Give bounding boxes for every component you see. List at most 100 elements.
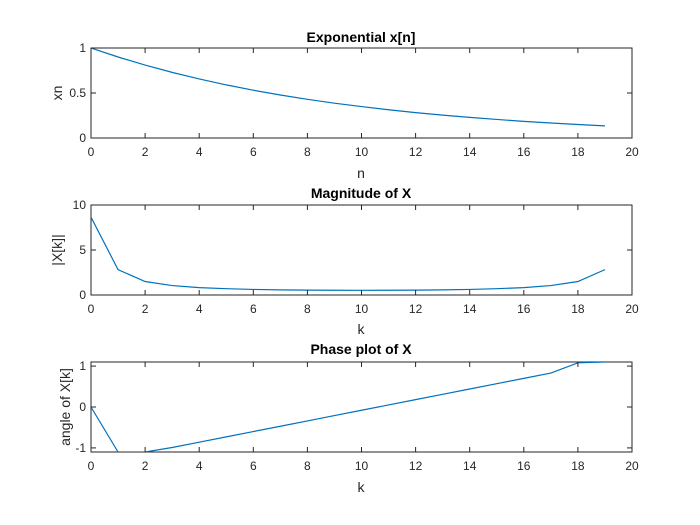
y-tick-label: 5 — [79, 243, 86, 257]
data-point — [469, 388, 470, 389]
x-tick-label: 8 — [304, 302, 311, 316]
y-axis-label: |X[k]| — [49, 234, 65, 265]
y-tick-label: 0.5 — [69, 86, 86, 100]
data-point — [550, 372, 551, 373]
x-tick-label: 16 — [517, 145, 531, 159]
x-tick-label: 20 — [625, 459, 639, 473]
x-tick-label: 10 — [355, 459, 369, 473]
x-tick-label: 18 — [571, 302, 585, 316]
x-tick-label: 0 — [88, 302, 95, 316]
x-axis-label: k — [358, 321, 366, 337]
y-axis-label: angle of X[k] — [57, 368, 73, 446]
x-tick-label: 2 — [142, 145, 149, 159]
data-point — [226, 84, 227, 85]
x-tick-label: 10 — [355, 302, 369, 316]
data-point — [442, 394, 443, 395]
x-tick-label: 2 — [142, 459, 149, 473]
data-point — [388, 109, 389, 110]
data-point — [523, 287, 524, 288]
data-point — [226, 288, 227, 289]
x-tick-label: 14 — [463, 302, 477, 316]
data-point — [334, 290, 335, 291]
x-tick-label: 12 — [409, 459, 423, 473]
data-point — [90, 217, 91, 218]
data-point — [226, 436, 227, 437]
data-point — [145, 65, 146, 66]
plot-magnitude: Magnitude of X 0 2 4 6 8 10 12 14 16 18 20 0 5 10 k |… — [49, 185, 639, 337]
data-point — [469, 289, 470, 290]
data-point — [145, 281, 146, 282]
plot-exponential: Exponential x[n] 0 2 4 6 8 10 12 14 16 18 2000.51 … — [49, 29, 639, 181]
y-tick-label: -1 — [75, 441, 86, 455]
x-tick-label: 12 — [409, 145, 423, 159]
x-tick-label: 14 — [463, 459, 477, 473]
data-point — [361, 410, 362, 411]
series-line — [91, 362, 605, 452]
chart-title: Phase plot of X — [310, 341, 412, 357]
x-tick-label: 16 — [517, 459, 531, 473]
x-tick-label: 8 — [304, 145, 311, 159]
data-point — [496, 119, 497, 120]
y-tick-label: 0 — [79, 288, 86, 302]
x-tick-label: 4 — [196, 145, 203, 159]
data-point — [117, 56, 118, 57]
axes-box — [90, 47, 633, 139]
x-tick-label: 20 — [625, 145, 639, 159]
x-tick-label: 8 — [304, 459, 311, 473]
x-axis-label: n — [357, 165, 365, 181]
x-tick-label: 4 — [196, 459, 203, 473]
x-tick-label: 6 — [250, 302, 257, 316]
data-point — [523, 121, 524, 122]
y-tick-label: 10 — [73, 198, 87, 212]
data-point — [361, 106, 362, 107]
x-axis-label: k — [358, 479, 366, 495]
data-point — [577, 281, 578, 282]
x-tick-label: 16 — [517, 302, 531, 316]
data-point — [334, 103, 335, 104]
y-tick-label: 1 — [79, 359, 86, 373]
x-tick-label: 6 — [250, 459, 257, 473]
data-point — [415, 399, 416, 400]
series-line — [91, 48, 605, 127]
x-tick-label: 2 — [142, 302, 149, 316]
x-tick-label: 6 — [250, 145, 257, 159]
x-tick-label: 12 — [409, 302, 423, 316]
chart-title: Exponential x[n] — [307, 29, 416, 45]
data-point — [117, 451, 118, 452]
data-point — [550, 285, 551, 286]
data-point — [388, 290, 389, 291]
x-tick-label: 0 — [88, 145, 95, 159]
data-point — [253, 90, 254, 91]
data-point — [415, 112, 416, 113]
x-tick-label: 18 — [571, 145, 585, 159]
x-tick-label: 14 — [463, 145, 477, 159]
y-axis-label: xn — [49, 86, 65, 101]
x-tick-label: 0 — [88, 459, 95, 473]
data-point — [117, 269, 118, 270]
data-point — [523, 378, 524, 379]
data-point — [604, 269, 605, 270]
axes-box — [90, 204, 633, 296]
data-point — [388, 404, 389, 405]
x-tick-label: 4 — [196, 302, 203, 316]
data-point — [496, 383, 497, 384]
data-point — [172, 447, 173, 448]
data-point — [253, 431, 254, 432]
data-point — [280, 94, 281, 95]
x-tick-label: 20 — [625, 302, 639, 316]
data-point — [280, 426, 281, 427]
data-point — [199, 442, 200, 443]
data-point — [469, 117, 470, 118]
data-point — [253, 289, 254, 290]
y-tick-label: 0 — [79, 400, 86, 414]
data-point — [280, 289, 281, 290]
data-point — [496, 288, 497, 289]
data-point — [172, 72, 173, 73]
data-point — [604, 361, 605, 362]
y-tick-label: 1 — [79, 41, 86, 55]
data-point — [442, 289, 443, 290]
data-point — [199, 287, 200, 288]
x-tick-label: 18 — [571, 459, 585, 473]
data-point — [334, 415, 335, 416]
